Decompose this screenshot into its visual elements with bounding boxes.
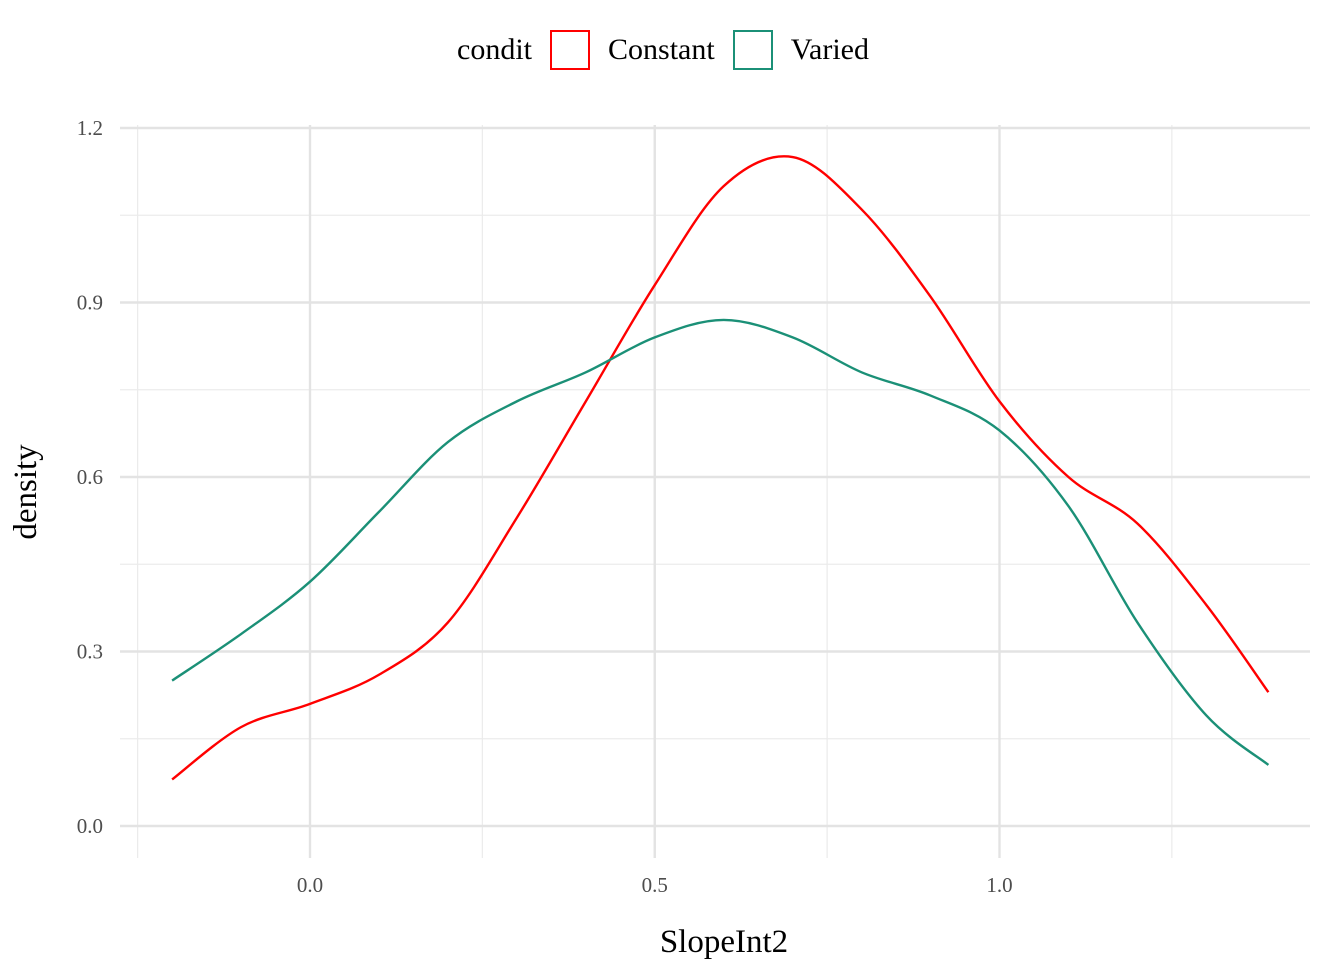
- density-line-varied: [171, 318, 1270, 766]
- legend-key-constant: [550, 30, 591, 70]
- legend-label-constant: Constant: [608, 33, 715, 66]
- minor-gridlines: [120, 125, 1310, 858]
- legend-item-constant: Constant: [550, 30, 715, 70]
- x-tick-label: 0.0: [297, 873, 323, 897]
- legend-item-varied: Varied: [732, 30, 869, 70]
- x-tick-label: 1.0: [986, 873, 1012, 897]
- y-tick-label: 0.9: [77, 291, 103, 315]
- legend-key-varied: [732, 30, 773, 70]
- legend-label-varied: Varied: [790, 33, 869, 66]
- major-gridlines: [120, 125, 1310, 858]
- x-tick-label: 0.5: [642, 873, 668, 897]
- series-layer: [171, 155, 1270, 781]
- y-tick-label: 0.3: [77, 640, 103, 664]
- legend: condit Constant Varied: [0, 30, 1344, 70]
- y-tick-label: 0.0: [77, 814, 103, 838]
- y-axis-ticks: 0.0 0.3 0.6 0.9 1.2: [77, 116, 103, 838]
- density-line-constant: [171, 155, 1270, 781]
- x-axis-title: SlopeInt2: [660, 924, 788, 960]
- y-tick-label: 1.2: [77, 116, 103, 140]
- x-axis-ticks: 0.0 0.5 1.0: [297, 873, 1013, 897]
- y-axis-title: density: [8, 444, 44, 540]
- legend-title: condit: [457, 33, 533, 66]
- y-tick-label: 0.6: [77, 465, 103, 489]
